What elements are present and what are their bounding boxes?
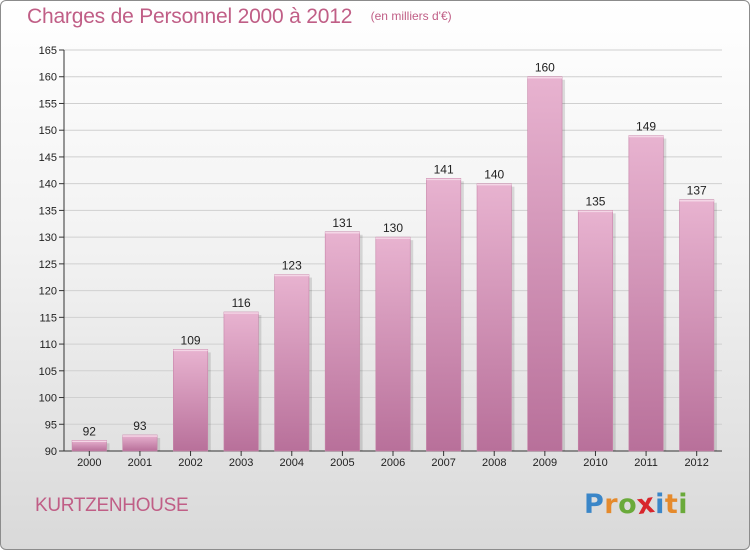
y-tick-label: 150 xyxy=(39,125,57,137)
y-tick-label: 100 xyxy=(39,393,57,405)
y-tick-label: 145 xyxy=(39,152,57,164)
y-tick-label: 135 xyxy=(39,205,57,217)
logo-letter: P xyxy=(584,489,605,520)
x-tick-label: 2002 xyxy=(178,457,202,469)
bar-value-label: 160 xyxy=(535,61,555,75)
y-tick-label: 165 xyxy=(39,45,57,57)
x-tick-label: 2007 xyxy=(431,457,455,469)
x-tick-label: 2006 xyxy=(381,457,405,469)
bar-value-label: 116 xyxy=(232,296,251,310)
y-tick-label: 95 xyxy=(45,419,57,431)
bar xyxy=(122,434,158,452)
y-tick-label: 120 xyxy=(39,286,57,298)
y-tick-label: 155 xyxy=(39,98,57,110)
y-tick-label: 160 xyxy=(39,72,57,84)
y-tick-label: 90 xyxy=(45,446,57,458)
bar xyxy=(679,199,715,452)
y-tick-label: 130 xyxy=(39,232,57,244)
chart-subtitle: (en milliers d'€) xyxy=(370,9,452,23)
x-tick-label: 2004 xyxy=(280,457,304,469)
bar-value-label: 135 xyxy=(585,194,605,208)
bar-value-label: 141 xyxy=(434,162,454,176)
logo-letter: t xyxy=(664,489,679,520)
bar xyxy=(426,178,462,452)
bar xyxy=(375,236,411,452)
chart-title: Charges de Personnel 2000 à 2012 xyxy=(27,5,353,28)
bar xyxy=(628,135,664,452)
bar xyxy=(173,349,209,452)
bar-value-label: 140 xyxy=(484,168,504,182)
proxiti-logo: Proxiti xyxy=(584,488,689,521)
x-tick-label: 2003 xyxy=(229,457,253,469)
x-tick-label: 2008 xyxy=(482,457,506,469)
y-tick-label: 140 xyxy=(39,179,57,191)
x-tick-label: 2012 xyxy=(684,457,708,469)
x-tick-label: 2005 xyxy=(330,457,354,469)
x-tick-label: 2011 xyxy=(634,457,658,469)
bar-value-label: 149 xyxy=(636,120,656,134)
y-tick-label: 105 xyxy=(39,366,57,378)
bar xyxy=(577,210,613,452)
bar-value-label: 137 xyxy=(687,184,707,198)
logo-letter: i xyxy=(678,489,689,520)
x-tick-label: 2010 xyxy=(583,457,607,469)
title-row: Charges de Personnel 2000 à 2012 (en mil… xyxy=(27,5,452,29)
bar-value-label: 123 xyxy=(282,259,302,273)
x-tick-label: 2001 xyxy=(128,457,152,469)
logo-letter: i xyxy=(655,489,665,520)
x-tick-label: 2009 xyxy=(533,457,557,469)
bar-value-label: 92 xyxy=(83,424,97,438)
x-tick-label: 2000 xyxy=(77,457,101,469)
bar xyxy=(274,274,310,452)
bar-value-label: 130 xyxy=(383,221,403,235)
bar xyxy=(324,231,360,452)
bar-value-label: 131 xyxy=(332,216,352,230)
logo-letter: r xyxy=(604,489,619,520)
logo-letter: o xyxy=(618,489,638,520)
bar xyxy=(527,76,563,452)
bar-value-label: 109 xyxy=(181,333,201,347)
y-tick-label: 110 xyxy=(39,339,57,351)
y-tick-label: 115 xyxy=(39,312,57,324)
bar-value-label: 93 xyxy=(133,419,147,433)
bar xyxy=(223,311,259,452)
bar xyxy=(476,183,512,452)
y-tick-label: 125 xyxy=(39,259,57,271)
city-name: KURTZENHOUSE xyxy=(35,495,189,516)
